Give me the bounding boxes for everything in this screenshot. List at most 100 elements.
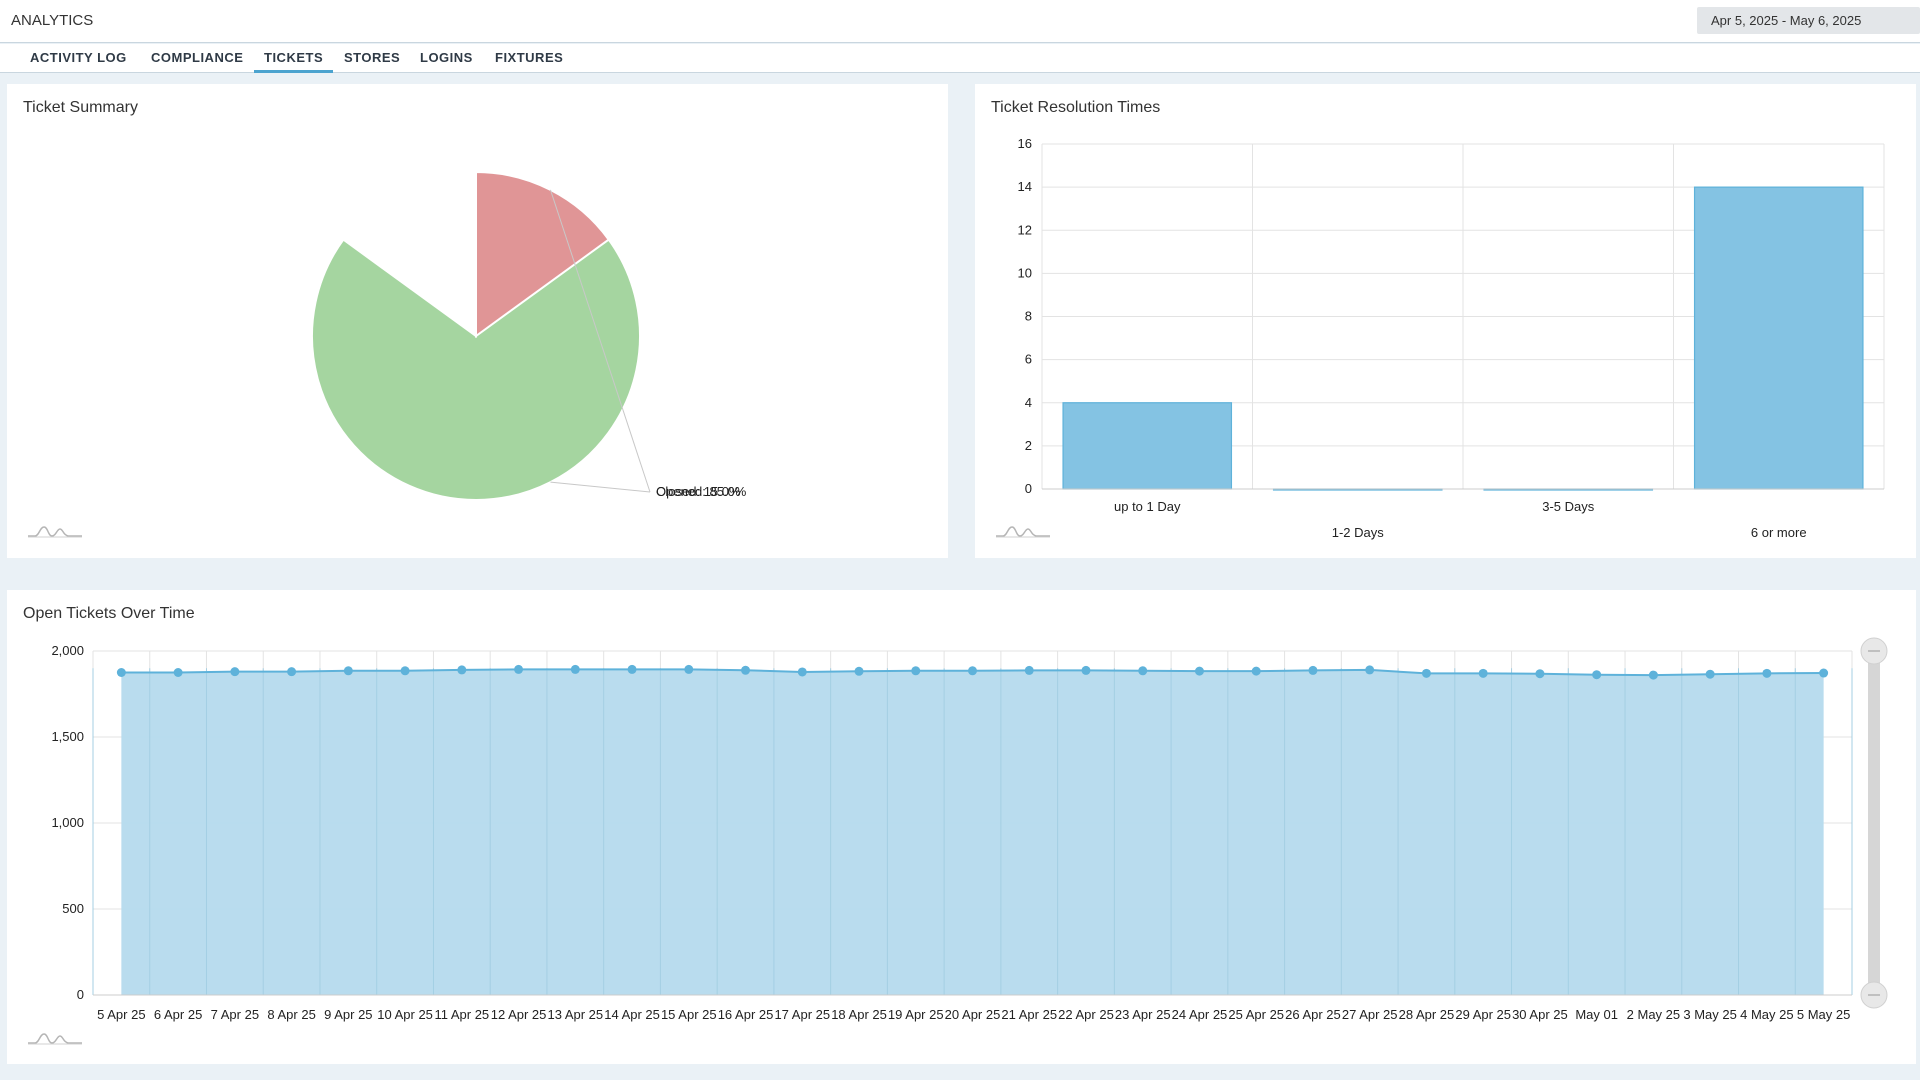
area-point[interactable] xyxy=(854,666,864,676)
area-x-tick-label: 21 Apr 25 xyxy=(1001,1007,1057,1022)
bar-x-tick-label: up to 1 Day xyxy=(1114,499,1181,514)
area-x-tick-label: 20 Apr 25 xyxy=(945,1007,1001,1022)
chart-logo-icon xyxy=(28,526,82,538)
bar-x-tick-label: 3-5 Days xyxy=(1542,499,1595,514)
zoom-scrollbar[interactable] xyxy=(1868,651,1880,995)
area-point[interactable] xyxy=(514,664,524,674)
tab-logins[interactable]: LOGINS xyxy=(420,50,473,65)
bar-y-tick-label: 12 xyxy=(1018,222,1032,237)
area-point[interactable] xyxy=(116,668,126,677)
area-x-tick-label: 11 Apr 25 xyxy=(434,1007,489,1022)
area-x-tick-label: 14 Apr 25 xyxy=(604,1007,660,1022)
area-x-tick-label: 7 Apr 25 xyxy=(211,1007,259,1022)
area-x-tick-label: 30 Apr 25 xyxy=(1512,1007,1568,1022)
tab-compliance[interactable]: COMPLIANCE xyxy=(151,50,244,65)
area-point[interactable] xyxy=(173,668,183,677)
area-point[interactable] xyxy=(570,664,580,674)
area-x-tick-label: 9 Apr 25 xyxy=(324,1007,372,1022)
area-x-tick-label: 6 Apr 25 xyxy=(154,1007,202,1022)
area-x-tick-label: 26 Apr 25 xyxy=(1285,1007,1341,1022)
bar-y-tick-label: 4 xyxy=(1025,395,1032,410)
area-point[interactable] xyxy=(684,664,694,674)
tab-activity-log[interactable]: ACTIVITY LOG xyxy=(30,50,127,65)
area-point[interactable] xyxy=(1819,668,1829,678)
area-x-tick-label: 23 Apr 25 xyxy=(1115,1007,1171,1022)
pie-connector xyxy=(549,189,651,493)
tab-bar: ACTIVITY LOG COMPLIANCE TICKETS STORES L… xyxy=(0,44,1920,73)
bar-y-tick-label: 14 xyxy=(1018,179,1032,194)
bar-y-tick-label: 8 xyxy=(1025,309,1032,324)
area-point[interactable] xyxy=(1478,668,1488,678)
area-x-tick-label: 5 May 25 xyxy=(1797,1007,1850,1022)
area-point[interactable] xyxy=(1365,665,1375,675)
area-point[interactable] xyxy=(741,665,751,675)
bar-x-tick-label: 1-2 Days xyxy=(1332,525,1385,540)
area-point[interactable] xyxy=(1705,669,1715,679)
ticket-resolution-title: Ticket Resolution Times xyxy=(991,99,1161,116)
area-x-tick-label: 3 May 25 xyxy=(1683,1007,1736,1022)
area-point[interactable] xyxy=(343,666,353,676)
area-x-tick-label: 12 Apr 25 xyxy=(491,1007,547,1022)
chart-logo-icon xyxy=(28,1033,82,1045)
area-point[interactable] xyxy=(1592,670,1602,680)
area-point[interactable] xyxy=(1194,666,1204,676)
area-x-tick-label: 29 Apr 25 xyxy=(1455,1007,1511,1022)
area-point[interactable] xyxy=(1024,665,1034,675)
area-x-tick-label: 2 May 25 xyxy=(1627,1007,1680,1022)
area-x-tick-label: 13 Apr 25 xyxy=(547,1007,603,1022)
area-point[interactable] xyxy=(968,666,977,676)
area-y-tick-label: 1,000 xyxy=(51,815,84,830)
pie-label-opened: Opened: 85.0% xyxy=(656,484,747,499)
area-point[interactable] xyxy=(1308,665,1318,675)
tab-stores[interactable]: STORES xyxy=(344,50,401,65)
area-point[interactable] xyxy=(400,666,410,676)
tab-tickets[interactable]: TICKETS xyxy=(254,44,334,73)
area-point[interactable] xyxy=(1762,668,1772,678)
area-y-tick-label: 0 xyxy=(77,987,84,1002)
bar-y-tick-label: 0 xyxy=(1025,481,1032,496)
area-y-tick-label: 500 xyxy=(62,901,84,916)
ticket-resolution-panel: Ticket Resolution Times 0 2 4 6 8 10 12 14 16 up … xyxy=(975,84,1916,558)
area-x-tick-label: 16 Apr 25 xyxy=(718,1007,774,1022)
bar-y-tick-label: 2 xyxy=(1025,438,1032,453)
bar-x-tick-label: 6 or more xyxy=(1751,525,1807,540)
bar-1[interactable] xyxy=(1062,402,1233,490)
bar-4[interactable] xyxy=(1693,186,1864,490)
area-x-tick-label: 25 Apr 25 xyxy=(1228,1007,1284,1022)
ticket-summary-panel: Ticket Summary Opened: 85.0% Closed: 15.0… xyxy=(7,84,948,558)
area-x-tick-label: 22 Apr 25 xyxy=(1058,1007,1114,1022)
area-point[interactable] xyxy=(1251,666,1261,676)
open-tickets-panel: Open Tickets Over Time 0 500 1,000 1,500 2,0… xyxy=(7,590,1916,1064)
date-range-picker[interactable]: Apr 5, 2025 - May 6, 2025 xyxy=(1697,7,1920,34)
bar-y-tick-label: 16 xyxy=(1018,136,1032,151)
area-point[interactable] xyxy=(1535,669,1545,679)
area-point[interactable] xyxy=(1138,666,1148,676)
area-x-tick-label: 17 Apr 25 xyxy=(774,1007,830,1022)
ticket-summary-chart: Opened: 85.0%Closed: 15.0% xyxy=(28,170,747,538)
area-x-tick-label: 27 Apr 25 xyxy=(1342,1007,1398,1022)
area-y-tick-label: 1,500 xyxy=(51,729,84,744)
area-point[interactable] xyxy=(627,664,637,674)
area-point[interactable] xyxy=(1648,670,1658,680)
area-x-tick-label: 10 Apr 25 xyxy=(377,1007,433,1022)
pie-label-closed: Closed: 15.0% xyxy=(656,484,741,499)
area-point[interactable] xyxy=(1081,665,1091,675)
top-bar: ANALYTICS Apr 5, 2025 - May 6, 2025 xyxy=(0,0,1920,43)
area-x-tick-label: May 01 xyxy=(1575,1007,1618,1022)
area-point[interactable] xyxy=(457,665,467,675)
area-x-tick-label: 15 Apr 25 xyxy=(661,1007,717,1022)
area-x-tick-label: 8 Apr 25 xyxy=(267,1007,315,1022)
open-tickets-chart: 0 500 1,000 1,500 2,000 5 Apr 25 6 Apr 25 7 Apr… xyxy=(28,637,1888,1045)
area-point[interactable] xyxy=(287,667,297,677)
area-x-tick-label: 28 Apr 25 xyxy=(1399,1007,1455,1022)
area-y-tick-label: 2,000 xyxy=(51,643,84,658)
area-point[interactable] xyxy=(230,667,240,677)
area-point[interactable] xyxy=(797,667,807,677)
area-x-tick-label: 24 Apr 25 xyxy=(1172,1007,1228,1022)
area-x-tick-label: 19 Apr 25 xyxy=(888,1007,944,1022)
ticket-summary-title: Ticket Summary xyxy=(23,99,138,116)
tab-fixtures[interactable]: FIXTURES xyxy=(495,50,564,65)
bar-y-tick-label: 10 xyxy=(1018,265,1032,280)
area-point[interactable] xyxy=(911,666,921,676)
area-point[interactable] xyxy=(1421,668,1431,678)
